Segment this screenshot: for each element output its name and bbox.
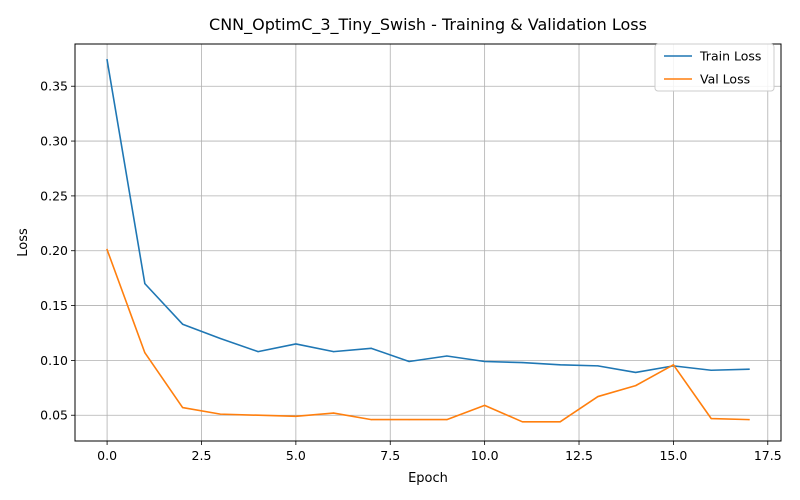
x-tick-label: 0.0 — [97, 448, 117, 463]
x-tick-label: 2.5 — [192, 448, 212, 463]
data-point-train-loss — [710, 369, 712, 371]
data-point-val-loss — [257, 414, 259, 416]
y-tick-label: 0.35 — [40, 79, 68, 94]
data-point-val-loss — [408, 419, 410, 421]
legend-label-val-loss: Val Loss — [700, 72, 750, 87]
legend: Train Loss Val Loss — [654, 43, 775, 92]
y-tick-label: 0.30 — [40, 134, 68, 149]
data-point-train-loss — [408, 360, 410, 363]
data-point-val-loss — [219, 413, 221, 415]
data-point-val-loss — [295, 415, 297, 417]
x-axis-title: Epoch — [408, 471, 448, 486]
data-point-train-loss — [446, 355, 448, 357]
series-line-train-loss — [106, 58, 750, 374]
x-tick-label: 10.0 — [471, 448, 499, 463]
series-lines — [106, 58, 750, 423]
data-point-train-loss — [295, 343, 297, 345]
x-tick-label: 12.5 — [565, 448, 593, 463]
data-point-val-loss — [559, 421, 561, 423]
data-point-val-loss — [144, 352, 146, 354]
axis-ticks: 0.0 2.5 5.0 7.5 10.0 12.5 15.0 17.5 0.05 0.10 0.15… — [40, 79, 782, 463]
data-point-train-loss — [333, 351, 335, 353]
y-tick-label: 0.20 — [40, 243, 68, 258]
data-point-val-loss — [484, 404, 486, 406]
x-tick-label: 17.5 — [754, 448, 782, 463]
data-point-train-loss — [144, 283, 146, 285]
data-point-train-loss — [484, 360, 486, 363]
data-point-val-loss — [635, 385, 637, 387]
data-point-val-loss — [370, 419, 372, 421]
y-tick-label: 0.05 — [40, 408, 68, 423]
data-point-val-loss — [333, 412, 335, 414]
y-tick-label: 0.10 — [40, 353, 68, 368]
y-axis-title: Loss — [16, 228, 31, 257]
data-point-val-loss — [672, 364, 675, 366]
data-point-train-loss — [597, 365, 599, 367]
legend-label-train-loss: Train Loss — [699, 49, 761, 64]
data-point-val-loss — [521, 421, 523, 423]
data-point-train-loss — [370, 347, 372, 349]
x-tick-label: 7.5 — [380, 448, 400, 463]
data-point-val-loss — [181, 406, 184, 409]
data-point-train-loss — [521, 361, 523, 364]
data-point-train-loss — [219, 337, 221, 340]
series-line-val-loss — [106, 248, 750, 423]
data-point-val-loss — [710, 417, 712, 420]
data-point-train-loss — [257, 351, 259, 353]
grid-lines — [75, 44, 781, 441]
y-tick-label: 0.25 — [40, 188, 68, 203]
data-point-train-loss — [635, 371, 637, 374]
x-tick-label: 15.0 — [659, 448, 687, 463]
data-point-val-loss — [446, 419, 448, 421]
data-point-train-loss — [559, 364, 561, 366]
x-tick-label: 5.0 — [286, 448, 306, 463]
data-point-train-loss — [106, 59, 108, 61]
plot-frame — [74, 43, 782, 442]
y-tick-label: 0.15 — [40, 298, 68, 313]
data-point-val-loss — [597, 395, 599, 398]
chart-title: CNN_OptimC_3_Tiny_Swish - Training & Val… — [209, 15, 647, 35]
data-point-train-loss — [748, 368, 750, 370]
data-point-train-loss — [181, 323, 184, 325]
data-point-val-loss — [748, 419, 750, 421]
data-point-val-loss — [106, 249, 108, 251]
